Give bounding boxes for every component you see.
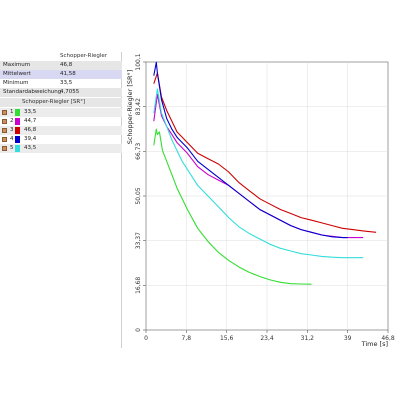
series-line-3[interactable] bbox=[153, 72, 377, 233]
stats-label: Mittelwert bbox=[3, 71, 31, 77]
series-color-swatch bbox=[15, 118, 20, 125]
visibility-checkbox[interactable] bbox=[2, 146, 7, 151]
legend-row[interactable]: 4 39,4 bbox=[0, 135, 122, 144]
stats-row-std-dev: Standardabweichung 4,7055 bbox=[0, 88, 122, 97]
y-tick-label: 16,68 bbox=[135, 277, 142, 294]
legend-row[interactable]: 5 43,5 bbox=[0, 144, 122, 153]
visibility-checkbox[interactable] bbox=[2, 110, 7, 115]
x-tick-label: 15,6 bbox=[220, 335, 234, 342]
series-number: 4 bbox=[10, 136, 14, 142]
legend-header: Schopper-Riegler [SR°] bbox=[0, 98, 122, 107]
y-tick-label: 50,05 bbox=[135, 187, 142, 204]
series-group bbox=[153, 61, 377, 285]
stats-label: Minimum bbox=[3, 80, 29, 86]
series-color-swatch bbox=[15, 136, 20, 143]
stats-label: Standardabweichung bbox=[3, 89, 62, 95]
y-tick-label: 33,37 bbox=[135, 232, 142, 249]
grid bbox=[145, 61, 389, 331]
series-line-1[interactable] bbox=[153, 128, 312, 285]
chart-area[interactable]: 0 7,8 15,6 23,4 31,2 39 46,8 0 16,68 33,37 50,05 66… bbox=[126, 52, 400, 348]
stats-label: Maximum bbox=[3, 62, 31, 68]
stats-header: Schopper-Riegler [SR°] bbox=[60, 53, 108, 68]
series-color-swatch bbox=[15, 145, 20, 152]
statistics-panel: Schopper-Riegler [SR°] Maximum 46,8 Mitt… bbox=[0, 52, 122, 348]
stats-row-mean[interactable]: Mittelwert 41,58 bbox=[0, 70, 122, 79]
x-tick-label: 46,8 bbox=[381, 335, 395, 342]
visibility-checkbox[interactable] bbox=[2, 119, 7, 124]
visibility-checkbox[interactable] bbox=[2, 137, 7, 142]
stats-row-maximum: Maximum 46,8 bbox=[0, 61, 122, 70]
y-tick-label: 66,73 bbox=[135, 143, 142, 160]
stats-value: 4,7055 bbox=[60, 89, 80, 95]
x-tick-label: 0 bbox=[144, 335, 148, 342]
y-tick-label: 100,1 bbox=[135, 53, 142, 70]
series-line-4[interactable] bbox=[153, 61, 348, 239]
stats-value: 46,8 bbox=[60, 62, 73, 68]
series-line-5[interactable] bbox=[153, 88, 364, 259]
x-tick-label: 7,8 bbox=[182, 335, 192, 342]
x-tick-label: 31,2 bbox=[301, 335, 315, 342]
series-value: 46,8 bbox=[24, 127, 37, 133]
line-chart[interactable]: 0 7,8 15,6 23,4 31,2 39 46,8 0 16,68 33,37 50,05 66… bbox=[126, 52, 400, 348]
stats-row-minimum: Minimum 33,5 bbox=[0, 79, 122, 88]
axes: 0 7,8 15,6 23,4 31,2 39 46,8 0 16,68 33,37 50,05 66… bbox=[135, 53, 395, 342]
series-value: 43,5 bbox=[24, 145, 37, 151]
series-value: 44,7 bbox=[24, 118, 37, 124]
stats-value: 41,58 bbox=[60, 71, 76, 77]
legend-row[interactable]: 1 33,5 bbox=[0, 108, 122, 117]
visibility-checkbox[interactable] bbox=[2, 128, 7, 133]
stats-value: 33,5 bbox=[60, 80, 73, 86]
legend-row[interactable]: 2 44,7 bbox=[0, 117, 122, 126]
x-tick-label: 23,4 bbox=[260, 335, 274, 342]
series-value: 33,5 bbox=[24, 109, 37, 115]
series-number: 2 bbox=[10, 118, 14, 124]
series-number: 1 bbox=[10, 109, 14, 115]
x-tick-label: 39 bbox=[344, 335, 352, 342]
y-tick-label: 83,42 bbox=[135, 98, 142, 115]
series-color-swatch bbox=[15, 109, 20, 116]
series-number: 3 bbox=[10, 127, 14, 133]
series-number: 5 bbox=[10, 145, 14, 151]
legend-header-label: Schopper-Riegler [SR°] bbox=[22, 99, 86, 105]
y-axis-label: Schopper-Riegler [SR°] bbox=[126, 70, 134, 145]
series-value: 39,4 bbox=[24, 136, 37, 142]
series-color-swatch bbox=[15, 127, 20, 134]
x-axis-label: Time [s] bbox=[361, 340, 388, 348]
legend-row[interactable]: 3 46,8 bbox=[0, 126, 122, 135]
y-tick-label: 0 bbox=[135, 328, 142, 332]
